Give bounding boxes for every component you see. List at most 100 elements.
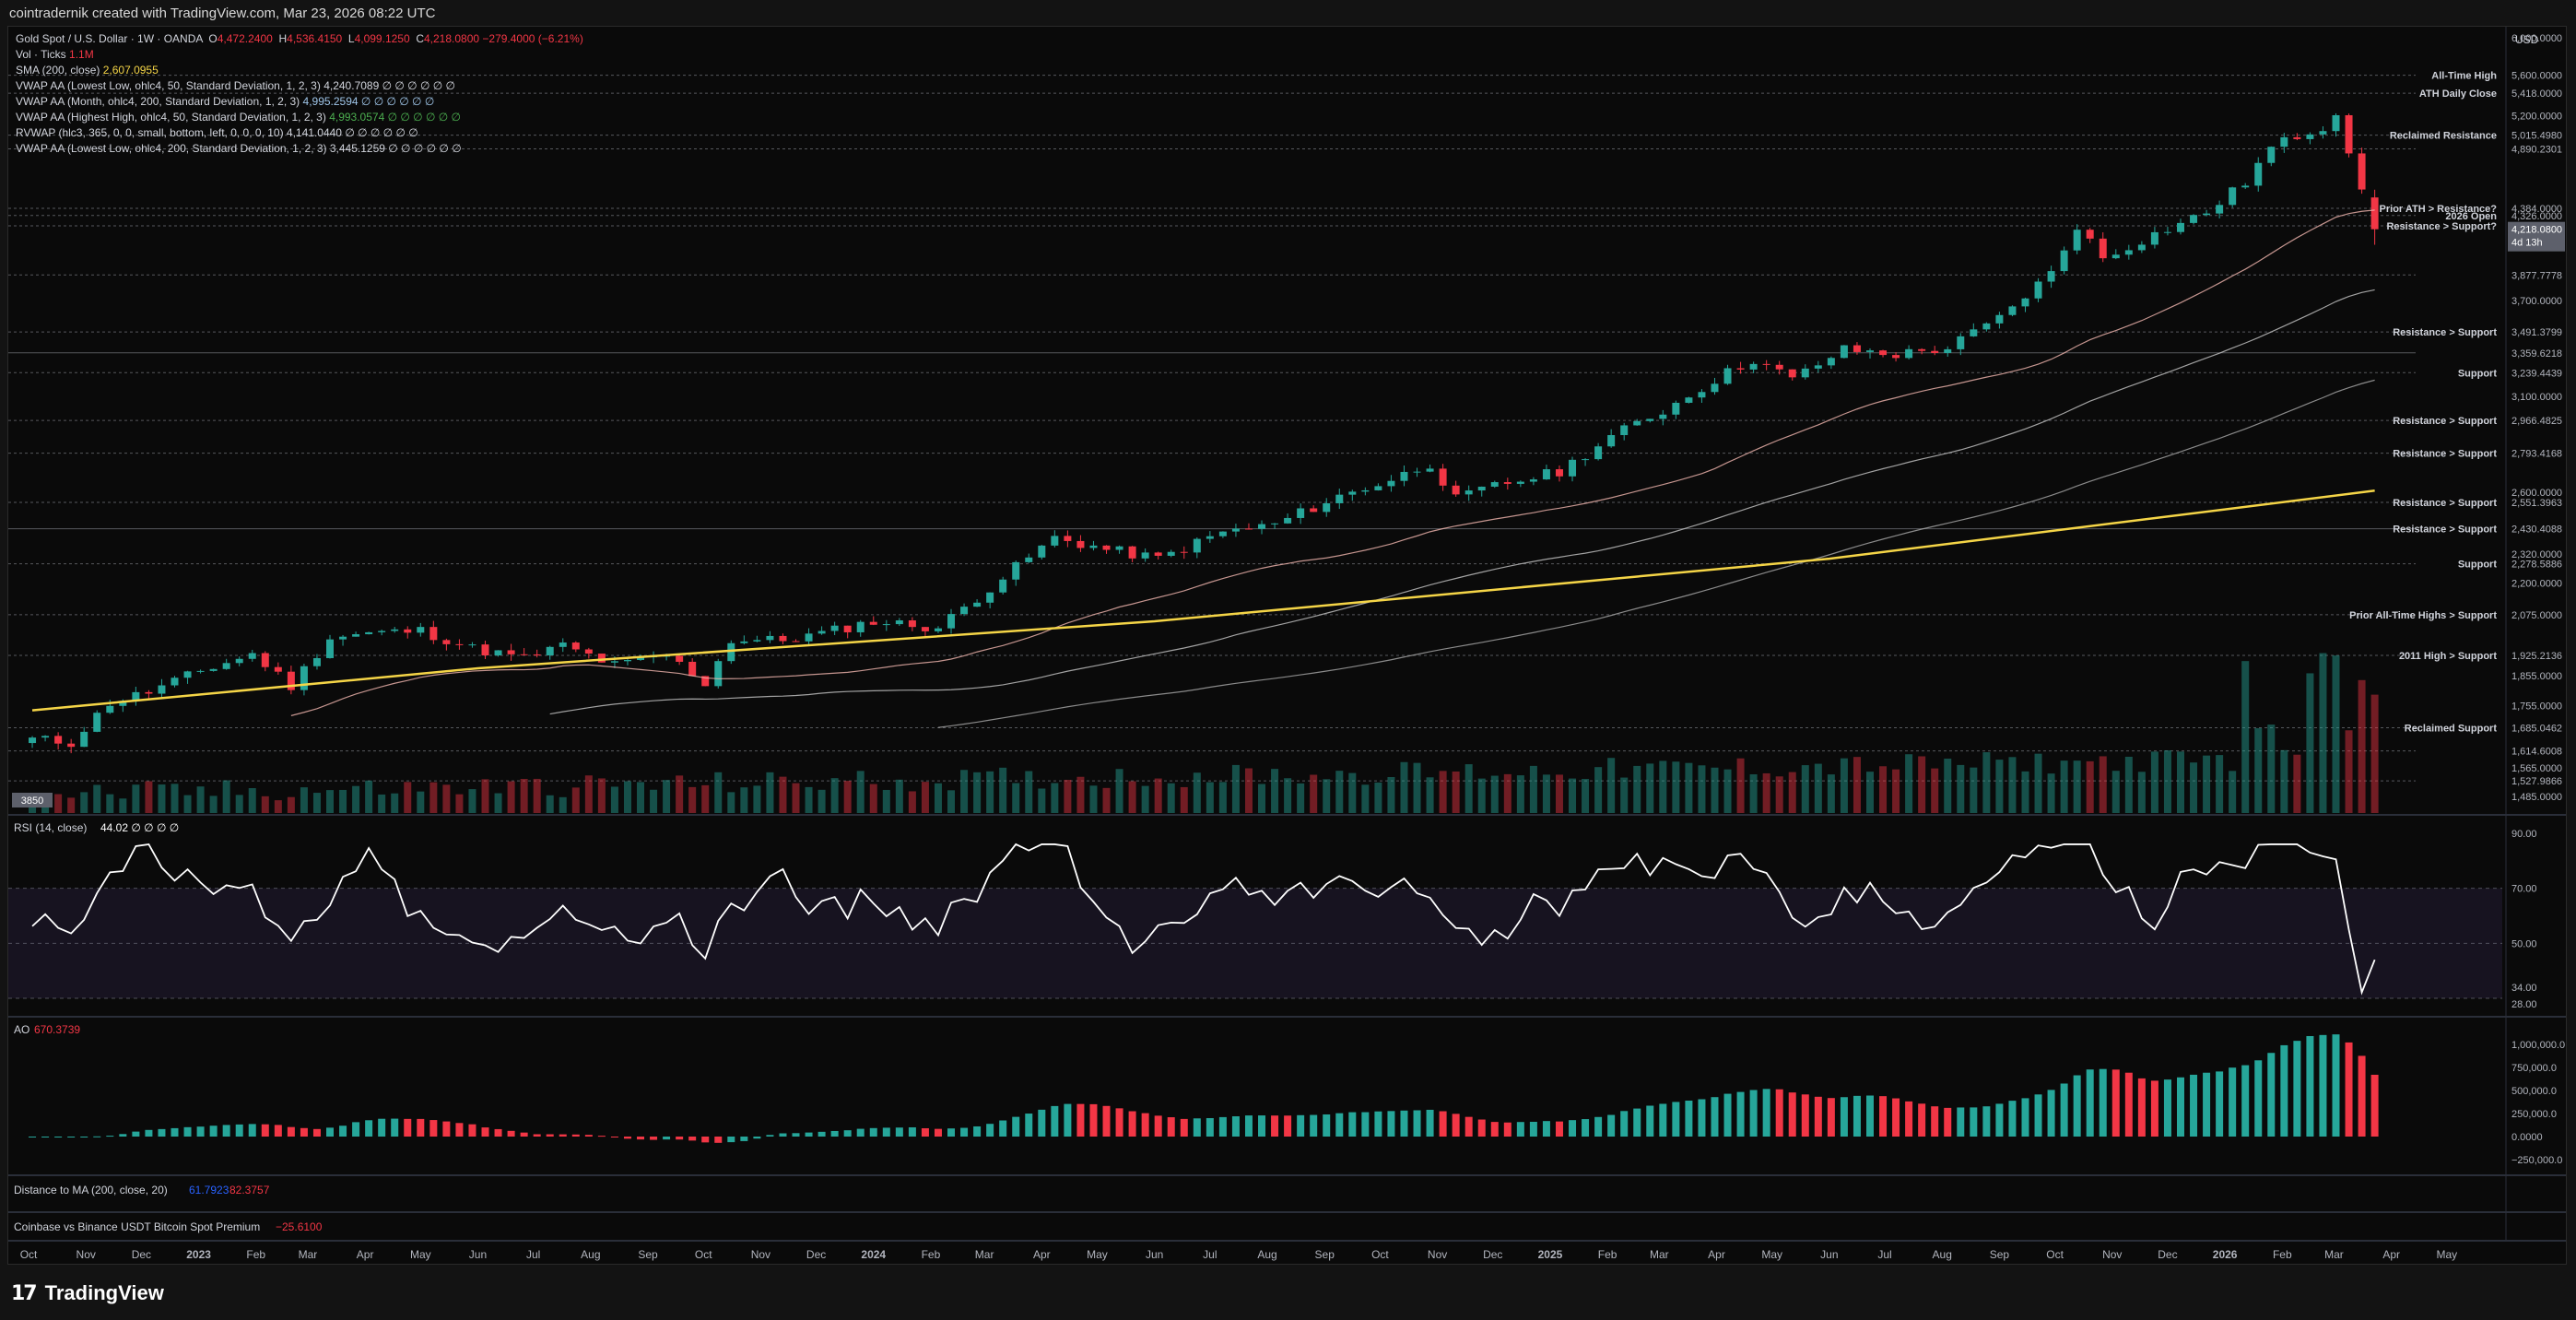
annotation-label: Resistance > Support [2393, 416, 2497, 427]
volume-bar [2203, 755, 2211, 813]
candle-up [1723, 368, 1732, 384]
volume-bar [663, 780, 671, 813]
ao-bar [2190, 1074, 2198, 1137]
chart-svg[interactable]: 3850 All-Time High ATH Daily Close Reclaime… [8, 27, 2566, 1264]
volume-bar [1918, 756, 1926, 813]
candle-up [1659, 414, 1667, 419]
ao-bar [1439, 1111, 1447, 1137]
ao-bar [1607, 1114, 1616, 1137]
indicator-value: 4,995.2594 ∅ ∅ ∅ ∅ ∅ ∅ [302, 95, 435, 108]
ao-bar [2241, 1065, 2250, 1137]
volume-bar [300, 787, 308, 813]
volume-bar [895, 779, 903, 813]
candle-down [287, 671, 295, 690]
candle-up [2216, 205, 2224, 214]
volume-bar [2163, 750, 2171, 813]
ao-bar [714, 1137, 723, 1143]
ao-value: 670.3739 [34, 1023, 80, 1036]
time-tick: Dec [132, 1248, 151, 1261]
ao-bar [1957, 1107, 1965, 1137]
ao-bar [1827, 1098, 1835, 1137]
candle-up [326, 639, 335, 658]
volume-bar [145, 781, 153, 813]
candle-up [1516, 481, 1524, 484]
candle-up [2176, 222, 2184, 232]
volume-bar [2280, 749, 2288, 813]
ao-bar [391, 1118, 399, 1137]
volume-bar [2267, 725, 2276, 813]
legend-indicator-row[interactable]: VWAP AA (Lowest Low, ohlc4, 200, Standar… [16, 141, 583, 157]
ao-bar [1413, 1110, 1421, 1137]
symbol-name[interactable]: Gold Spot / U.S. Dollar · 1W · OANDA [16, 32, 203, 45]
volume-bar [1840, 758, 1848, 813]
candle-up [623, 659, 631, 662]
ao-bar [1879, 1096, 1888, 1137]
volume-bar [2190, 762, 2198, 813]
volume-bar [196, 786, 205, 813]
time-tick: Jul [1203, 1248, 1217, 1261]
annotation-label: 2026 Open [2445, 211, 2497, 222]
legend-indicator-row[interactable]: SMA (200, close) 2,607.0955 [16, 63, 583, 78]
volume-bar [1607, 758, 1616, 813]
ao-bar [2137, 1078, 2146, 1137]
candle-up [2021, 298, 2029, 307]
volume-bar [1464, 764, 1473, 813]
volume-bar [1490, 775, 1499, 813]
ao-bar [546, 1134, 554, 1137]
candle-up [196, 670, 205, 672]
volume-bar [507, 781, 515, 813]
ao-bar [1982, 1106, 1991, 1137]
ao-bar [1271, 1115, 1279, 1137]
ao-bar [2216, 1071, 2224, 1137]
volume-bar [429, 782, 438, 813]
volume-bar [1672, 761, 1680, 813]
legend-indicator-row[interactable]: Vol · Ticks 1.1M [16, 47, 583, 63]
volume-bar [2099, 756, 2107, 813]
candle-up [1698, 392, 1706, 398]
ao-bar [2099, 1068, 2107, 1137]
volume-bar [2137, 772, 2146, 813]
creator-line: cointradernik created with TradingView.c… [9, 6, 436, 21]
ao-bar [339, 1126, 347, 1137]
ao-bar [119, 1134, 127, 1137]
legend-indicator-row[interactable]: VWAP AA (Lowest Low, ohlc4, 50, Standard… [16, 78, 583, 94]
ao-bar [1154, 1115, 1162, 1137]
volume-bar [1284, 778, 1292, 813]
chart-frame[interactable]: 3850 All-Time High ATH Daily Close Reclaime… [7, 26, 2567, 1265]
ao-bar [222, 1125, 230, 1137]
volume-bar [1258, 784, 1266, 813]
volume-bar [442, 784, 451, 813]
volume-bar [2111, 771, 2120, 813]
candle-down [1102, 545, 1111, 550]
ao-bar [2358, 1055, 2366, 1137]
ao-bar [1711, 1097, 1719, 1137]
volume-bar [1542, 774, 1550, 813]
tradingview-logo[interactable]: 17 TradingView [11, 1281, 164, 1305]
ao-bar [1180, 1118, 1188, 1137]
ao-bar [1905, 1101, 1913, 1137]
ao-bar [1542, 1121, 1550, 1137]
volume-bar [817, 789, 826, 813]
legend-indicator-row[interactable]: VWAP AA (Highest High, ohlc4, 50, Standa… [16, 110, 583, 125]
annotation-label: Reclaimed Support [2405, 724, 2498, 735]
candle-up [2319, 131, 2327, 135]
volume-bar [1970, 767, 1978, 813]
volume-bar [352, 785, 360, 813]
price-tick: 5,418.0000 [2511, 88, 2562, 100]
legend-indicator-row[interactable]: VWAP AA (Month, ohlc4, 200, Standard Dev… [16, 94, 583, 110]
ao-bar [817, 1131, 826, 1137]
volume-bar [1749, 774, 1758, 813]
ao-bar [1555, 1121, 1563, 1137]
candle-up [986, 592, 994, 603]
candle-up [1361, 489, 1370, 492]
volume-bar [986, 771, 994, 813]
ao-bar [869, 1127, 877, 1137]
price-tick: 3,100.0000 [2511, 392, 2562, 403]
ao-bar [2008, 1101, 2017, 1137]
candle-up [1995, 314, 2004, 324]
candle-up [1542, 469, 1550, 480]
candle-up [1982, 323, 1991, 330]
rsi-value: 44.02 ∅ ∅ ∅ ∅ [100, 821, 179, 834]
volume-bar [1814, 763, 1822, 813]
legend-indicator-row[interactable]: RVWAP (hlc3, 365, 0, 0, small, bottom, l… [16, 125, 583, 141]
